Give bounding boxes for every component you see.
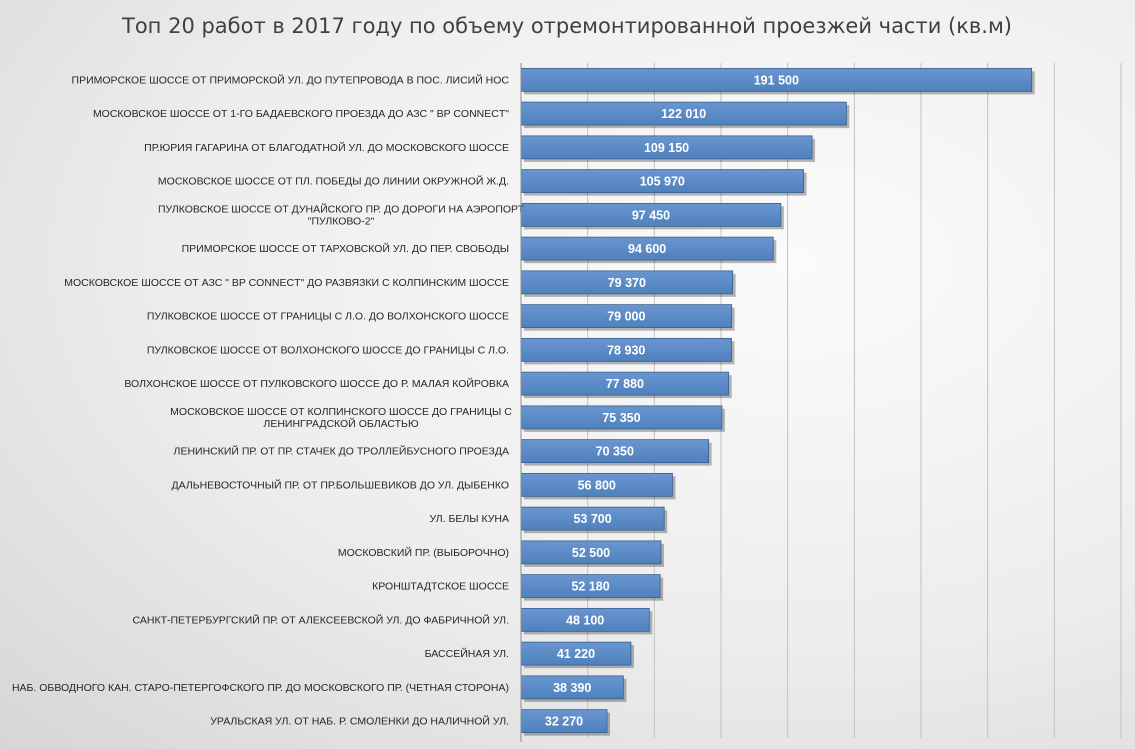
category-label: МОСКОВСКОЕ ШОССЕ ОТ 1-ГО БАДАЕВСКОГО ПРО…	[93, 108, 509, 120]
category-label: ПУЛКОВСКОЕ ШОССЕ ОТ ГРАНИЦЫ С Л.О. ДО ВО…	[147, 311, 509, 323]
data-label: 70 350	[596, 445, 634, 459]
data-label: 77 880	[606, 377, 644, 391]
bars	[520, 67, 1035, 736]
chart-title: Топ 20 работ в 2017 году по объему отрем…	[121, 14, 1012, 38]
category-label: УРАЛЬСКАЯ УЛ. ОТ НАБ. Р. СМОЛЕНКИ ДО НАЛ…	[210, 715, 509, 728]
category-label: МОСКОВСКОЕ ШОССЕ ОТ ПЛ. ПОБЕДЫ ДО ЛИНИИ …	[158, 175, 509, 188]
category-label: ДАЛЬНЕВОСТОЧНЫЙ ПР. ОТ ПР.БОЛЬШЕВИКОВ ДО…	[171, 478, 509, 491]
value-labels: 191 500 122 010 109 150 105 970 97 450 94 600…	[545, 73, 799, 728]
category-label: ПР.ЮРИЯ ГАГАРИНА ОТ БЛАГОДАТНОЙ УЛ. ДО М…	[144, 141, 509, 154]
data-label: 53 700	[573, 512, 611, 526]
category-label: ПРИМОРСКОЕ ШОССЕ ОТ ПРИМОРСКОЙ УЛ. ДО ПУ…	[72, 73, 510, 86]
data-label: 109 150	[644, 141, 689, 155]
category-label: ВОЛХОНСКОЕ ШОССЕ ОТ ПУЛКОВСКОГО ШОССЕ ДО…	[124, 377, 509, 390]
data-label: 94 600	[628, 242, 666, 256]
gridlines	[587, 63, 1122, 738]
category-label: КРОНШТАДТСКОЕ ШОССЕ	[372, 581, 509, 593]
data-label: 122 010	[661, 107, 706, 121]
category-label: ПУЛКОВСКОЕ ШОССЕ ОТ ВОЛХОНСКОГО ШОССЕ ДО…	[147, 344, 509, 356]
data-label: 79 370	[608, 276, 646, 290]
category-label: НАБ. ОБВОДНОГО КАН. СТАРО-ПЕТЕРГОФСКОГО …	[12, 682, 509, 694]
category-label: САНКТ-ПЕТЕРБУРГСКИЙ ПР. ОТ АЛЕКСЕЕВСКОЙ …	[133, 613, 509, 626]
data-label: 48 100	[566, 613, 604, 627]
category-label: ПУЛКОВСКОЕ ШОССЕ ОТ ДУНАЙСКОГО ПР. ДО ДО…	[158, 202, 525, 227]
category-label: МОСКОВСКОЕ ШОССЕ ОТ КОЛПИНСКОГО ШОССЕ ДО…	[170, 406, 512, 430]
data-label: 78 930	[607, 343, 645, 357]
data-label: 105 970	[640, 175, 685, 189]
data-label: 52 500	[572, 546, 610, 560]
category-label: МОСКОВСКОЕ ШОССЕ ОТ АЗС " BP CONNECT" ДО…	[64, 277, 509, 289]
category-label: УЛ. БЕЛЫ КУНА	[429, 513, 509, 525]
data-label: 56 800	[578, 478, 616, 492]
data-label: 32 270	[545, 715, 583, 729]
data-label: 41 220	[557, 647, 595, 661]
data-label: 75 350	[602, 411, 640, 425]
category-label: ЛЕНИНСКИЙ ПР. ОТ ПР. СТАЧЕК ДО ТРОЛЛЕЙБУ…	[174, 445, 509, 458]
category-label: МОСКОВСКИЙ ПР. (ВЫБОРОЧНО)	[338, 546, 509, 559]
category-label: ПРИМОРСКОЕ ШОССЕ ОТ ТАРХОВСКОЙ УЛ. ДО ПЕ…	[182, 242, 509, 255]
category-label: БАССЕЙНАЯ УЛ.	[425, 647, 509, 660]
data-label: 97 450	[632, 208, 670, 222]
data-label: 191 500	[754, 73, 799, 87]
data-label: 38 390	[553, 681, 591, 695]
category-labels: ПРИМОРСКОЕ ШОССЕ ОТ ПРИМОРСКОЙ УЛ. ДО ПУ…	[12, 73, 525, 727]
data-label: 52 180	[571, 580, 609, 594]
data-label: 79 000	[607, 310, 645, 324]
